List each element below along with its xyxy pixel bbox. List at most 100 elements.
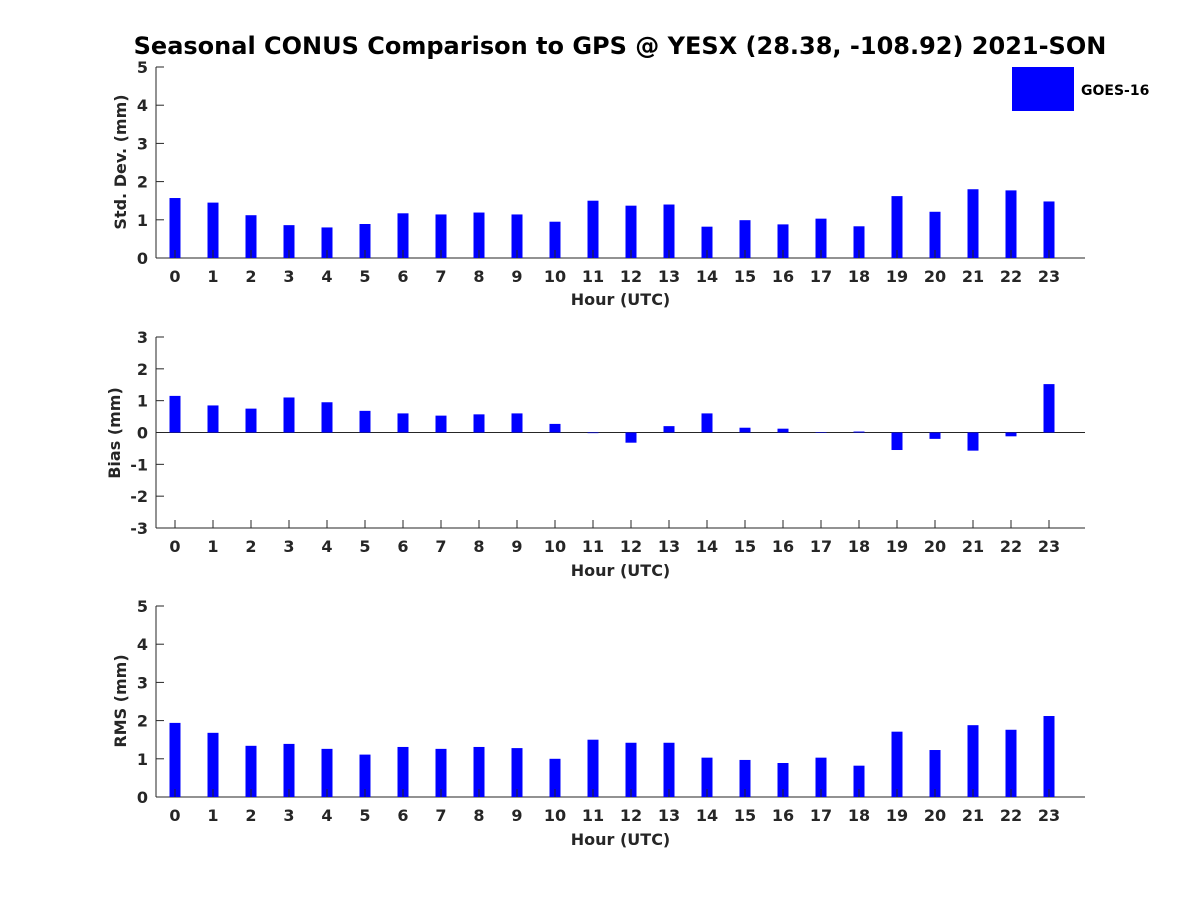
legend-swatch <box>1012 67 1074 111</box>
bias-y-tick-label: -1 <box>130 455 148 474</box>
std-bar-hour-6 <box>397 213 409 258</box>
bias-bar-hour-14 <box>701 413 713 433</box>
rms-y-tick-label: 2 <box>137 712 148 731</box>
std-y-tick-label: 0 <box>137 249 148 268</box>
std-x-tick-label: 9 <box>511 267 522 286</box>
rms-y-tick-label: 1 <box>137 750 148 769</box>
std-x-tick-label: 8 <box>473 267 484 286</box>
bias-bar-hour-20 <box>929 432 941 439</box>
bias-bar-hour-5 <box>359 410 371 433</box>
rms-x-tick-label: 20 <box>924 806 946 825</box>
bias-x-tick-label: 15 <box>734 537 756 556</box>
rms-y-tick-label: 4 <box>137 635 148 654</box>
rms-bar-hour-15 <box>739 759 751 797</box>
std-bar-hour-11 <box>587 200 599 258</box>
std-bar-hour-20 <box>929 211 941 258</box>
bias-y-tick-label: 3 <box>137 328 148 347</box>
rms-bar-hour-8 <box>473 746 485 797</box>
rms-y-axis-label: RMS (mm) <box>111 654 130 747</box>
rms-bar-hour-18 <box>853 765 865 797</box>
bias-bar-hour-3 <box>283 397 295 433</box>
std-bar-hour-22 <box>1005 190 1017 258</box>
rms-bar-hour-0 <box>169 722 181 797</box>
std-x-tick-label: 19 <box>886 267 908 286</box>
std-bar-hour-16 <box>777 224 789 258</box>
std-x-tick-label: 17 <box>810 267 832 286</box>
std-bar-hour-14 <box>701 226 713 258</box>
rms-x-tick-label: 14 <box>696 806 718 825</box>
std-bar-hour-9 <box>511 214 523 258</box>
rms-bar-hour-14 <box>701 757 713 797</box>
bias-x-tick-label: 5 <box>359 537 370 556</box>
bias-bar-hour-0 <box>169 395 181 433</box>
std-x-tick-label: 4 <box>321 267 332 286</box>
rms-x-tick-label: 11 <box>582 806 604 825</box>
std-x-tick-label: 18 <box>848 267 870 286</box>
bias-x-tick-label: 16 <box>772 537 794 556</box>
std-x-tick-label: 2 <box>245 267 256 286</box>
rms-bar-hour-3 <box>283 743 295 797</box>
bias-y-tick-label: 2 <box>137 360 148 379</box>
rms-bar-hour-1 <box>207 732 219 797</box>
bias-x-tick-label: 4 <box>321 537 332 556</box>
rms-y-tick-label: 0 <box>137 788 148 807</box>
rms-x-tick-label: 3 <box>283 806 294 825</box>
bias-y-tick-label: 1 <box>137 392 148 411</box>
bias-bar-hour-10 <box>549 423 561 433</box>
bias-bar-hour-4 <box>321 402 333 433</box>
bias-bar-hour-16 <box>777 428 789 433</box>
bias-bar-hour-11 <box>587 432 599 434</box>
rms-bar-hour-20 <box>929 750 941 797</box>
std-x-tick-label: 12 <box>620 267 642 286</box>
std-y-axis-label: Std. Dev. (mm) <box>111 94 130 229</box>
bias-bar-hour-21 <box>967 432 979 451</box>
std-bar-hour-23 <box>1043 201 1055 258</box>
std-bar-hour-5 <box>359 224 371 258</box>
bias-x-tick-label: 10 <box>544 537 566 556</box>
rms-x-tick-label: 4 <box>321 806 332 825</box>
std-bar-hour-10 <box>549 221 561 258</box>
bias-x-tick-label: 9 <box>511 537 522 556</box>
bias-bar-hour-7 <box>435 415 447 433</box>
rms-bar-hour-6 <box>397 746 409 797</box>
bias-x-tick-label: 2 <box>245 537 256 556</box>
rms-x-tick-label: 16 <box>772 806 794 825</box>
std-x-tick-label: 21 <box>962 267 984 286</box>
std-bar-hour-0 <box>169 198 181 258</box>
rms-x-tick-label: 21 <box>962 806 984 825</box>
rms-y-tick-label: 3 <box>137 673 148 692</box>
std-bar-hour-15 <box>739 220 751 258</box>
std-y-tick-label: 5 <box>137 58 148 77</box>
std-bar-hour-13 <box>663 204 675 258</box>
std-bar-hour-8 <box>473 212 485 258</box>
bias-x-tick-label: 19 <box>886 537 908 556</box>
std-y-tick-label: 4 <box>137 96 148 115</box>
std-bar-hour-18 <box>853 226 865 258</box>
std-x-tick-label: 6 <box>397 267 408 286</box>
bias-y-tick-label: -2 <box>130 487 148 506</box>
rms-y-tick-label: 5 <box>137 597 148 616</box>
std-y-tick-label: 1 <box>137 211 148 230</box>
std-bar-hour-1 <box>207 202 219 258</box>
bias-bar-hour-6 <box>397 413 409 433</box>
legend: GOES-16 <box>1012 67 1149 111</box>
bias-x-axis-label: Hour (UTC) <box>571 561 671 580</box>
rms-x-tick-label: 2 <box>245 806 256 825</box>
std-x-tick-label: 5 <box>359 267 370 286</box>
rms-bar-hour-21 <box>967 725 979 797</box>
std-bar-hour-2 <box>245 215 257 258</box>
std-bar-hour-12 <box>625 205 637 258</box>
std-x-tick-label: 20 <box>924 267 946 286</box>
rms-x-tick-label: 13 <box>658 806 680 825</box>
std-bar-hour-7 <box>435 214 447 258</box>
rms-x-tick-label: 10 <box>544 806 566 825</box>
std-x-tick-label: 15 <box>734 267 756 286</box>
bias-bar-hour-8 <box>473 414 485 433</box>
bias-bar-hour-13 <box>663 426 675 433</box>
std-y-tick-label: 2 <box>137 173 148 192</box>
legend-label: GOES-16 <box>1081 83 1149 99</box>
bias-bar-hour-12 <box>625 432 637 443</box>
